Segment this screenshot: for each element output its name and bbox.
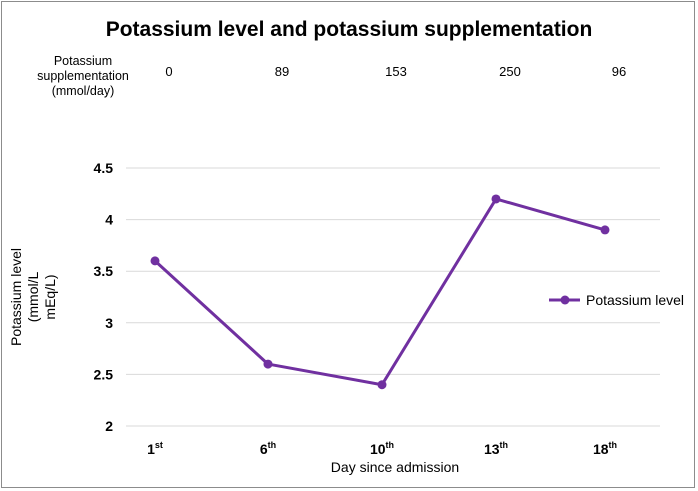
y-axis-label-line: Potassium level bbox=[8, 248, 24, 346]
gridlines bbox=[126, 167, 660, 427]
supplementation-label-line: (mmol/day) bbox=[52, 84, 115, 98]
y-tick-label: 4.5 bbox=[94, 160, 114, 176]
legend-marker bbox=[560, 295, 570, 305]
data-point bbox=[377, 380, 387, 390]
x-tick-labels: 1st 6th 10th 13th 18th bbox=[147, 440, 617, 457]
data-point bbox=[600, 225, 610, 235]
x-tick-label: 13th bbox=[484, 440, 508, 457]
supplementation-values: 0 89 153 250 96 bbox=[165, 64, 626, 79]
y-tick-label: 3.5 bbox=[94, 263, 114, 279]
supplementation-value: 153 bbox=[385, 64, 407, 79]
data-point bbox=[263, 359, 273, 369]
supplementation-value: 96 bbox=[612, 64, 626, 79]
y-axis-label-line: (mmol/L bbox=[25, 272, 41, 323]
legend: Potassium level bbox=[549, 292, 684, 308]
y-tick-label: 2.5 bbox=[94, 366, 114, 382]
x-tick-label: 1st bbox=[147, 440, 163, 457]
y-tick-label: 3 bbox=[105, 315, 113, 331]
x-tick-label: 18th bbox=[593, 440, 617, 457]
y-axis-label: Potassium level (mmol/L mEq/L) bbox=[8, 248, 58, 346]
supplementation-value: 89 bbox=[275, 64, 289, 79]
supplementation-value: 0 bbox=[165, 64, 172, 79]
legend-label: Potassium level bbox=[586, 292, 684, 308]
y-tick-label: 4 bbox=[105, 212, 113, 228]
series-group bbox=[150, 194, 610, 390]
x-tick-label: 10th bbox=[370, 440, 394, 457]
y-tick-labels: 2 2.5 3 3.5 4 4.5 bbox=[94, 160, 114, 434]
supplementation-label-line: Potassium bbox=[54, 54, 112, 68]
series-line bbox=[153, 197, 606, 387]
data-point bbox=[491, 194, 501, 204]
supplementation-label-line: supplementation bbox=[37, 69, 129, 83]
chart-title: Potassium level and potassium supplement… bbox=[106, 18, 593, 41]
data-point bbox=[150, 256, 160, 266]
x-axis-label: Day since admission bbox=[331, 459, 459, 475]
supplementation-value: 250 bbox=[499, 64, 521, 79]
y-tick-label: 2 bbox=[105, 418, 113, 434]
x-tick-label: 6th bbox=[260, 440, 276, 457]
y-axis-label-line: mEq/L) bbox=[42, 274, 58, 319]
